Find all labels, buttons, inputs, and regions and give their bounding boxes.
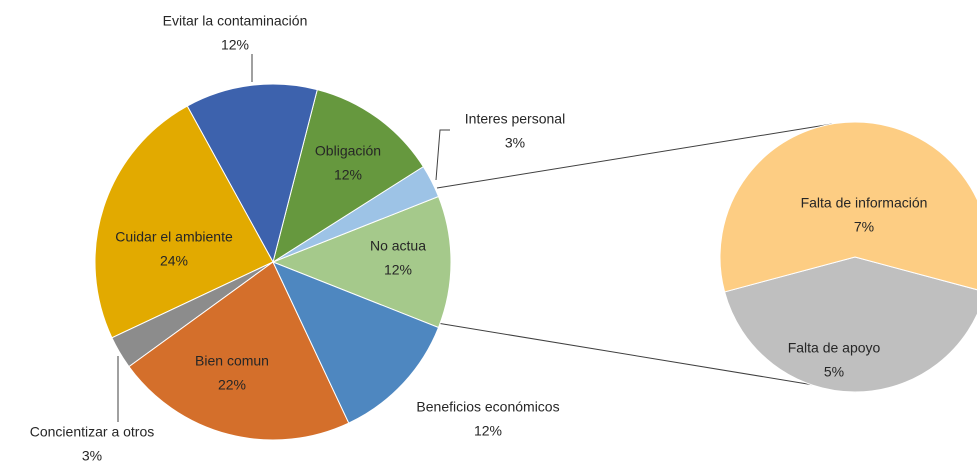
slice-label: Cuidar el ambiente (115, 229, 233, 245)
slice-value-label: 12% (384, 262, 412, 278)
slice-label: Beneficios económicos (416, 399, 559, 415)
slice-label: Interes personal (465, 111, 565, 127)
labels: No actua 12% Interes personal 3% Obligación 1… (30, 13, 928, 462)
slice-label: Falta de información (801, 195, 928, 211)
connector-line (436, 123, 833, 189)
pie-slice (723, 256, 977, 393)
pie-slice (271, 195, 452, 329)
pie-slice (272, 88, 424, 264)
pie-slice (719, 121, 977, 293)
slice-value-label: 3% (505, 135, 525, 151)
pie-slice (272, 261, 440, 424)
slice-value-label: 22% (218, 377, 246, 393)
slice-value-label: 24% (160, 253, 188, 269)
slice-value-label: 7% (854, 219, 874, 235)
slice-value-label: 5% (824, 364, 844, 380)
leader-line (435, 129, 450, 181)
slices (94, 83, 977, 441)
pie-slice (186, 83, 318, 264)
slice-label: Evitar la contaminación (163, 13, 308, 29)
connector-line (436, 322, 857, 393)
slice-value-label: 12% (334, 167, 362, 183)
slice-label: No actua (370, 238, 426, 254)
slice-label: Bien comun (195, 353, 269, 369)
slice-label: Concientizar a otros (30, 424, 155, 440)
slice-label: Obligación (315, 143, 381, 159)
slice-value-label: 12% (221, 37, 249, 53)
slice-label: Falta de apoyo (788, 340, 881, 356)
slice-value-label: 3% (82, 448, 102, 462)
pie-slice (94, 105, 274, 339)
slice-value-label: 12% (474, 423, 502, 439)
